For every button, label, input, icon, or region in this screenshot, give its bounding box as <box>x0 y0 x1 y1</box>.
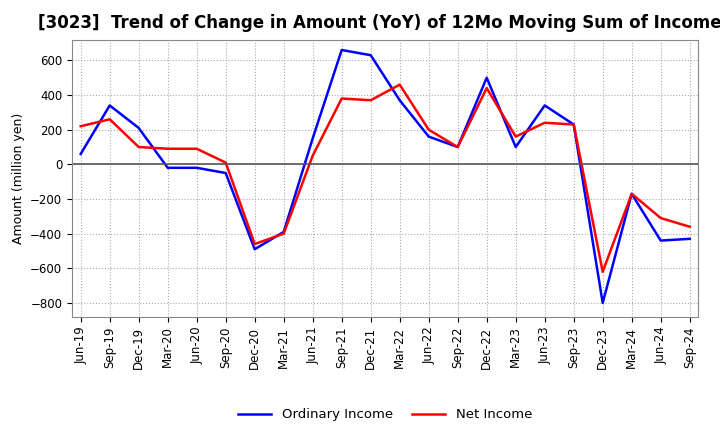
Ordinary Income <box>192 165 201 170</box>
Ordinary Income <box>598 300 607 305</box>
Ordinary Income <box>570 122 578 127</box>
Net Income <box>308 153 317 158</box>
Net Income <box>192 146 201 151</box>
Net Income <box>424 127 433 132</box>
Ordinary Income <box>627 191 636 196</box>
Net Income <box>105 117 114 122</box>
Ordinary Income <box>482 75 491 81</box>
Net Income <box>76 124 85 129</box>
Ordinary Income <box>105 103 114 108</box>
Net Income <box>482 85 491 91</box>
Line: Ordinary Income: Ordinary Income <box>81 50 690 303</box>
Ordinary Income <box>279 229 288 235</box>
Ordinary Income <box>511 144 520 150</box>
Ordinary Income <box>395 98 404 103</box>
Net Income <box>366 98 375 103</box>
Net Income <box>163 146 172 151</box>
Net Income <box>598 269 607 275</box>
Ordinary Income <box>454 144 462 150</box>
Net Income <box>685 224 694 229</box>
Line: Net Income: Net Income <box>81 84 690 272</box>
Ordinary Income <box>135 125 143 131</box>
Ordinary Income <box>424 134 433 139</box>
Net Income <box>627 191 636 196</box>
Net Income <box>135 144 143 150</box>
Ordinary Income <box>541 103 549 108</box>
Ordinary Income <box>685 236 694 242</box>
Ordinary Income <box>338 48 346 53</box>
Net Income <box>657 216 665 221</box>
Net Income <box>454 144 462 150</box>
Net Income <box>251 242 259 247</box>
Ordinary Income <box>251 246 259 252</box>
Net Income <box>279 231 288 236</box>
Net Income <box>395 82 404 87</box>
Ordinary Income <box>657 238 665 243</box>
Ordinary Income <box>366 52 375 58</box>
Legend: Ordinary Income, Net Income: Ordinary Income, Net Income <box>233 403 538 427</box>
Ordinary Income <box>221 170 230 176</box>
Ordinary Income <box>308 136 317 141</box>
Ordinary Income <box>76 151 85 157</box>
Net Income <box>338 96 346 101</box>
Ordinary Income <box>163 165 172 170</box>
Title: [3023]  Trend of Change in Amount (YoY) of 12Mo Moving Sum of Incomes: [3023] Trend of Change in Amount (YoY) o… <box>38 15 720 33</box>
Net Income <box>511 134 520 139</box>
Net Income <box>221 160 230 165</box>
Net Income <box>570 122 578 127</box>
Net Income <box>541 120 549 125</box>
Y-axis label: Amount (million yen): Amount (million yen) <box>12 113 24 244</box>
